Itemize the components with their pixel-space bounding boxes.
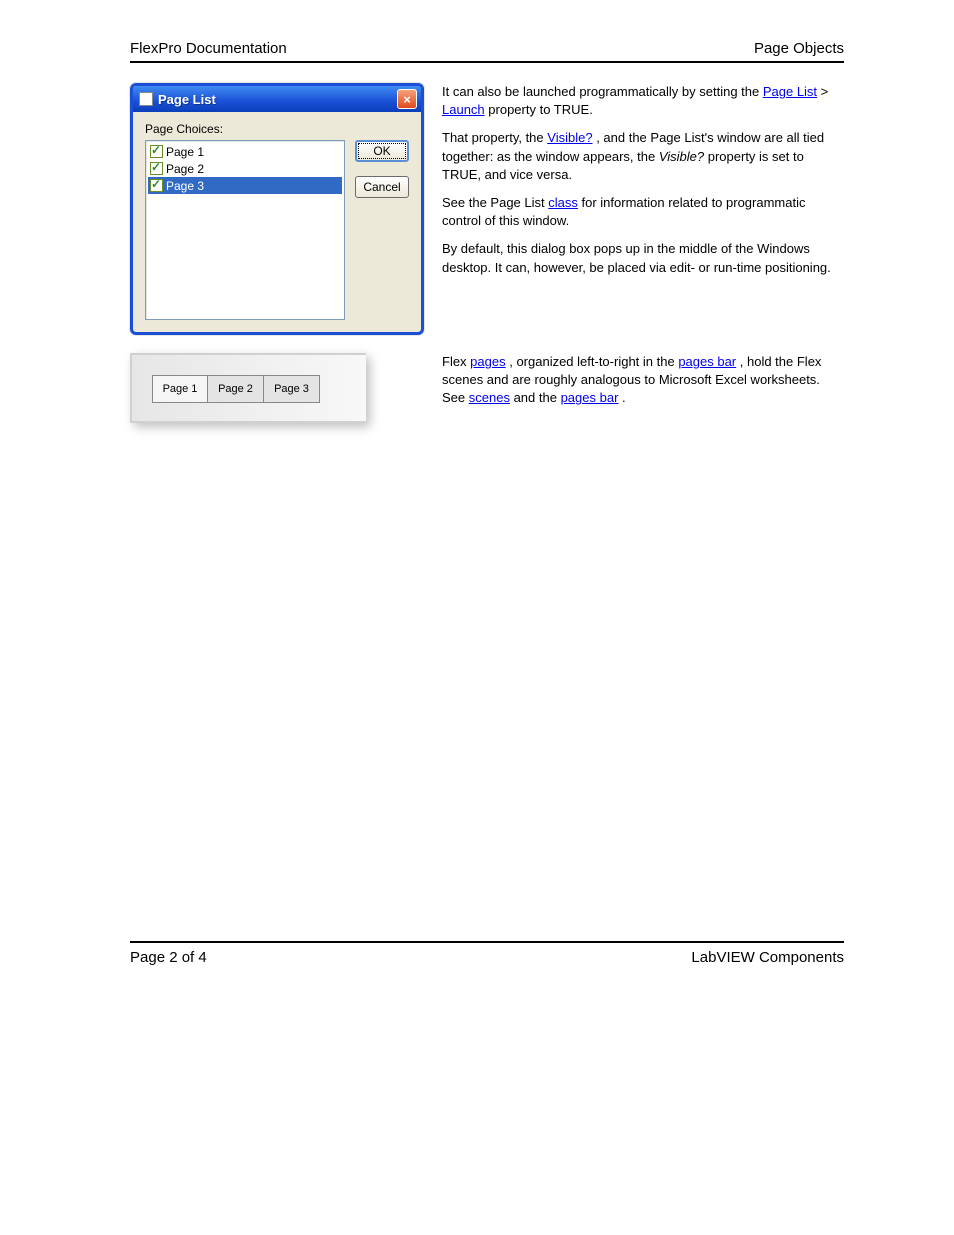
- close-icon[interactable]: ×: [397, 89, 417, 109]
- link-class[interactable]: class: [548, 195, 578, 210]
- list-item-label: Page 3: [166, 179, 204, 193]
- link-pages-bar[interactable]: pages bar: [678, 354, 736, 369]
- checkbox-icon[interactable]: [150, 145, 163, 158]
- app-icon: [139, 92, 153, 106]
- page-footer: Page 2 of 4 LabVIEW Components: [130, 941, 844, 966]
- pages-bar-graphic: Page 1 Page 2 Page 3: [130, 353, 366, 423]
- page-tab[interactable]: Page 3: [264, 375, 320, 403]
- list-item[interactable]: Page 3: [148, 177, 342, 194]
- body-text: It can also be launched programmatically…: [442, 83, 844, 287]
- header-right: Page Objects: [754, 40, 844, 57]
- checkbox-icon[interactable]: [150, 179, 163, 192]
- list-item-label: Page 1: [166, 145, 204, 159]
- body-text: Flex pages , organized left-to-right in …: [442, 353, 844, 418]
- ok-button[interactable]: OK: [355, 140, 409, 162]
- link-page-list[interactable]: Page List: [763, 84, 817, 99]
- link-launch[interactable]: Launch: [442, 102, 485, 117]
- link-scenes[interactable]: scenes: [469, 390, 510, 405]
- dialog-title: Page List: [158, 92, 397, 107]
- list-item[interactable]: Page 1: [148, 143, 342, 160]
- link-visible[interactable]: Visible?: [547, 130, 592, 145]
- page-choices-label: Page Choices:: [145, 122, 409, 136]
- header-left: FlexPro Documentation: [130, 40, 287, 57]
- page-list-dialog: Page List × Page Choices: Page 1: [130, 83, 424, 335]
- footer-left: Page 2 of 4: [130, 949, 207, 966]
- cancel-button[interactable]: Cancel: [355, 176, 409, 198]
- dialog-titlebar[interactable]: Page List ×: [133, 86, 421, 112]
- pages-bar: Page 1 Page 2 Page 3: [152, 375, 354, 403]
- page-choices-list[interactable]: Page 1 Page 2 Page 3: [145, 140, 345, 320]
- link-pages[interactable]: pages: [470, 354, 505, 369]
- page-header: FlexPro Documentation Page Objects: [130, 40, 844, 63]
- page-tab[interactable]: Page 2: [208, 375, 264, 403]
- page-tab[interactable]: Page 1: [152, 375, 208, 403]
- list-item[interactable]: Page 2: [148, 160, 342, 177]
- list-item-label: Page 2: [166, 162, 204, 176]
- checkbox-icon[interactable]: [150, 162, 163, 175]
- footer-right: LabVIEW Components: [691, 949, 844, 966]
- link-pages-bar-2[interactable]: pages bar: [561, 390, 619, 405]
